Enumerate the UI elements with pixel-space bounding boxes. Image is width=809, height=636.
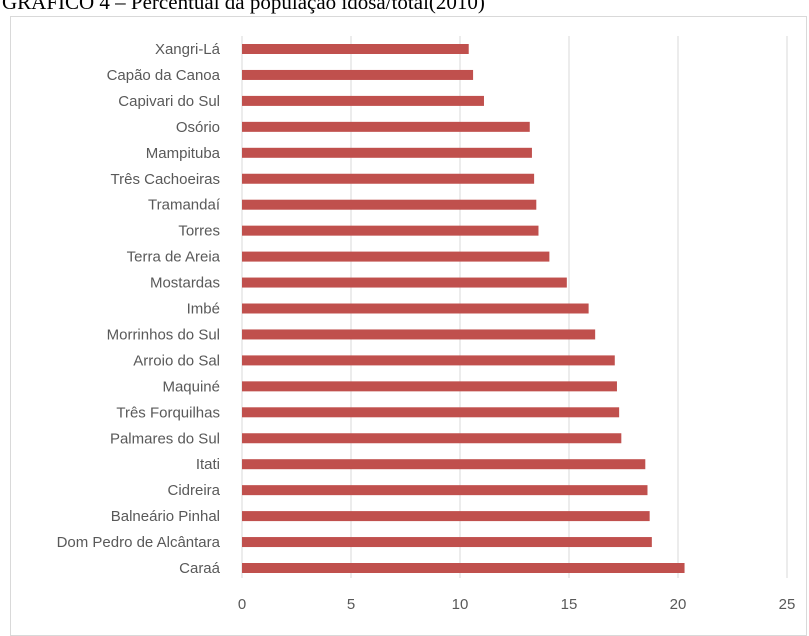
bar — [242, 251, 550, 262]
chart-caption: GRÁFICO 4 – Percentual da população idos… — [2, 0, 485, 14]
bar — [242, 173, 535, 184]
x-tick-label: 20 — [670, 596, 687, 613]
bars — [242, 44, 685, 573]
category-label: Cidreira — [167, 482, 220, 499]
x-tick-label: 0 — [238, 596, 246, 613]
bar — [242, 225, 539, 236]
category-label: Imbé — [187, 301, 220, 318]
bar — [242, 485, 648, 496]
category-label: Osório — [176, 119, 220, 136]
category-label: Dom Pedro de Alcântara — [57, 534, 221, 551]
category-label: Morrinhos do Sul — [107, 326, 220, 343]
category-label: Capão da Canoa — [107, 67, 221, 84]
bar — [242, 95, 484, 106]
x-tick-label: 5 — [347, 596, 355, 613]
category-label: Mostardas — [150, 275, 220, 292]
category-label: Palmares do Sul — [110, 430, 220, 447]
x-tick-label: 25 — [779, 596, 796, 613]
bar — [242, 121, 530, 132]
category-label: Tramandaí — [148, 197, 221, 214]
bar-chart: Xangri-Lá Capão da Canoa Capivari do Sul Os… — [57, 36, 796, 613]
bar — [242, 303, 589, 314]
category-label: Xangri-Lá — [155, 41, 221, 58]
x-axis-tick-labels: 0 5 10 15 20 25 — [238, 596, 796, 613]
category-label: Torres — [178, 223, 220, 240]
bar — [242, 147, 532, 158]
category-label: Maquiné — [162, 378, 220, 395]
bar — [242, 329, 596, 340]
category-label: Mampituba — [146, 145, 221, 162]
chart-area — [10, 16, 807, 636]
bar — [242, 69, 474, 80]
bar — [242, 407, 620, 418]
bar — [242, 355, 615, 366]
category-label: Itati — [196, 456, 220, 473]
category-label: Terra de Areia — [127, 249, 221, 266]
bar — [242, 381, 617, 392]
bar — [242, 563, 685, 573]
x-tick-label: 10 — [452, 596, 469, 613]
category-label: Caraá — [179, 560, 221, 577]
bar — [242, 459, 646, 470]
bar — [242, 511, 650, 522]
bar — [242, 44, 469, 54]
category-label: Três Forquilhas — [116, 404, 220, 421]
x-tick-label: 15 — [561, 596, 578, 613]
category-label: Capivari do Sul — [118, 93, 220, 110]
bar — [242, 277, 567, 288]
bar — [242, 537, 652, 548]
category-label: Três Cachoeiras — [111, 171, 220, 188]
category-label: Arroio do Sal — [133, 352, 220, 369]
category-labels: Xangri-Lá Capão da Canoa Capivari do Sul Os… — [57, 41, 221, 577]
category-label: Balneário Pinhal — [111, 508, 220, 525]
bar — [242, 199, 537, 210]
bar — [242, 433, 622, 444]
